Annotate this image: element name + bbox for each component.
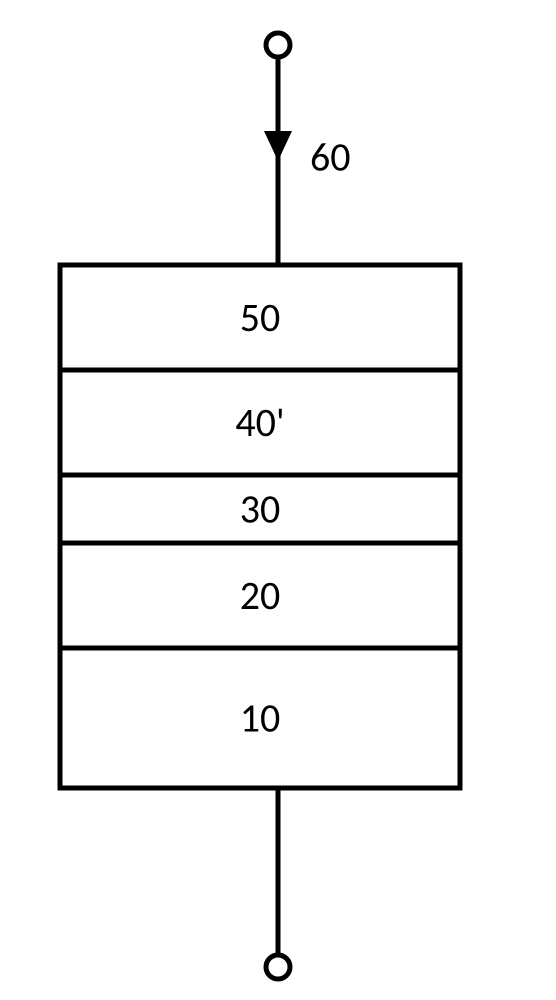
top-lead-label: 60 — [310, 133, 351, 182]
layer-40prime-label: 40' — [235, 398, 284, 447]
layer-30-label: 30 — [240, 485, 281, 534]
layer-10-label: 10 — [240, 694, 281, 743]
bottom-terminal-icon — [266, 955, 290, 979]
layer-stack-diagram: 60 50 40' 30 20 10 — [0, 0, 556, 1000]
layer-20-label: 20 — [240, 571, 281, 620]
layer-50-label: 50 — [240, 293, 281, 342]
top-terminal-icon — [266, 33, 290, 57]
arrow-down-icon — [264, 131, 292, 161]
